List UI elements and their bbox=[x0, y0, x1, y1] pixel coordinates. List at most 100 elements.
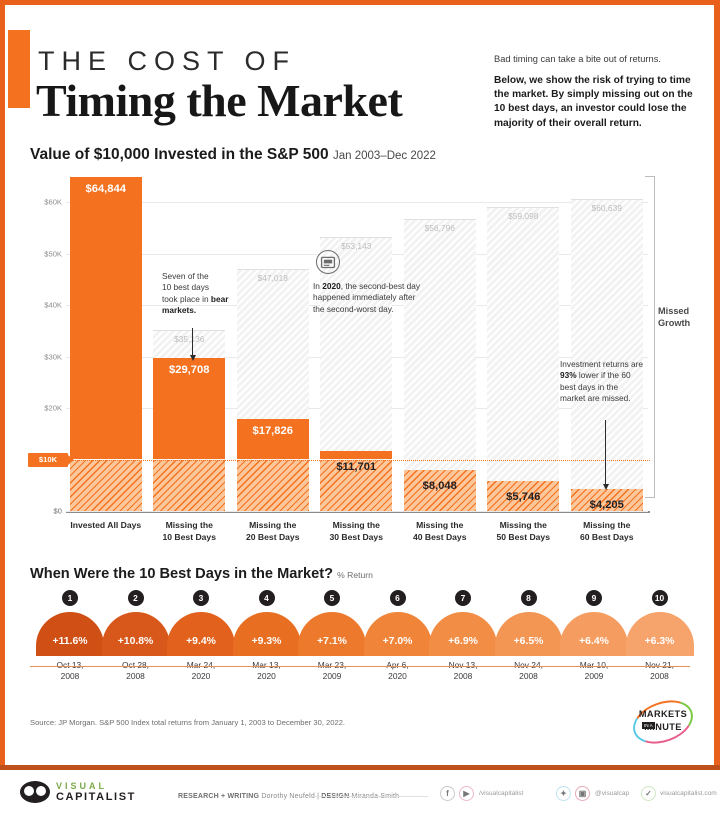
chart-title: Value of $10,000 Invested in the S&P 500… bbox=[30, 146, 436, 164]
bar-category-label: Missing the 60 Best Days bbox=[564, 520, 650, 543]
best-day-date: Mar 23, 2009 bbox=[317, 660, 347, 681]
best-day-return: +9.4% bbox=[186, 636, 216, 647]
bar-hatched bbox=[153, 459, 226, 511]
best-day-dome: +7.0% bbox=[363, 612, 432, 656]
best-day-rank-badge: 2 bbox=[127, 590, 144, 606]
annotation-bear-bold: bear markets. bbox=[162, 293, 229, 316]
annotation-93-pre: Investment returns are bbox=[560, 359, 644, 369]
best-days-title-text: When Were the 10 Best Days in the Market… bbox=[30, 566, 334, 582]
best-day-dome: +6.3% bbox=[625, 612, 694, 656]
best-day-rank-badge: 3 bbox=[193, 590, 209, 606]
bar-solid bbox=[69, 177, 142, 460]
annotation-2020-pre: In bbox=[313, 281, 323, 291]
bar-category-line1: Missing the bbox=[165, 520, 213, 530]
best-day-date: Mar 24, 2020 bbox=[186, 660, 216, 681]
logo-line2: MINUTE bbox=[644, 722, 682, 732]
best-day-return: +11.6% bbox=[52, 636, 88, 647]
bar-hatched bbox=[570, 489, 643, 511]
best-day-return: +7.1% bbox=[317, 636, 347, 647]
intro-body: Below, we show the risk of trying to tim… bbox=[494, 75, 693, 129]
page-title: Timing the Market bbox=[36, 75, 403, 126]
bar-solid bbox=[236, 419, 309, 460]
y-axis-tick: $60K bbox=[44, 197, 62, 207]
bar-hatched bbox=[236, 459, 309, 511]
left-border bbox=[0, 0, 5, 770]
title-accent-bar bbox=[8, 30, 30, 108]
best-day-rank-badge: 9 bbox=[586, 590, 602, 606]
handle-visualcapitalist[interactable]: /visualcapitalist bbox=[479, 790, 524, 797]
instagram-icon[interactable]: ▣ bbox=[575, 786, 590, 801]
chart-section: Value of $10,000 Invested in the S&P 500… bbox=[0, 138, 720, 558]
twitter-icon[interactable]: ✦ bbox=[556, 786, 571, 801]
bar-value-label: $8,048 bbox=[422, 479, 457, 492]
best-day-rank-badge: 6 bbox=[389, 590, 406, 606]
best-day-date: Nov 24, 2008 bbox=[514, 660, 543, 681]
intro-block: Bad timing can take a bite out of return… bbox=[494, 53, 699, 131]
best-day-date: Oct 28, 2008 bbox=[122, 660, 149, 681]
intro-lead: Bad timing can take a bite out of return… bbox=[494, 54, 661, 64]
y-axis-tick-zero: $0 bbox=[53, 506, 62, 516]
markets-in-a-minute-logo: MARKETS MINUTE IN A bbox=[627, 692, 699, 752]
best-day-date: Oct 13, 2008 bbox=[56, 660, 84, 681]
best-day-return: +6.4% bbox=[579, 636, 609, 647]
bar-category-line1: Missing the bbox=[332, 520, 380, 530]
source-note: Source: JP Morgan. S&P 500 Index total r… bbox=[30, 718, 346, 727]
footer: VISUAL CAPITALIST RESEARCH + WRITING Dor… bbox=[0, 772, 720, 817]
y-axis-tick: $20K bbox=[44, 403, 62, 413]
footer-divider bbox=[0, 765, 720, 770]
best-day-rank-badge: 10 bbox=[651, 590, 668, 606]
bar-category-label: Missing the 20 Best Days bbox=[230, 520, 316, 543]
annotation-bear-arrow bbox=[189, 328, 196, 361]
credit-research-label: RESEARCH + WRITING bbox=[178, 793, 260, 800]
best-day-rank-badge: 8 bbox=[520, 590, 537, 606]
bar-chart-plot: $0 $20K $30K $40K $50K $60K $64,844 Invested Al… bbox=[0, 138, 720, 558]
handle-website[interactable]: visualcapitalist.com bbox=[660, 790, 717, 797]
bar-hatched bbox=[320, 459, 393, 511]
best-days-title: When Were the 10 Best Days in the Market… bbox=[30, 566, 373, 582]
header: THE COST OF Timing the Market Bad timing… bbox=[0, 18, 720, 131]
best-day-dome: +9.4% bbox=[167, 612, 235, 656]
ghost-bar bbox=[570, 198, 643, 511]
chart-title-text: Value of $10,000 Invested in the S&P 500 bbox=[30, 146, 329, 163]
ghost-bar bbox=[487, 206, 560, 511]
top-border bbox=[0, 0, 720, 5]
best-day-return: +6.3% bbox=[644, 636, 675, 647]
best-days-subtitle: % Return bbox=[337, 570, 373, 580]
bar-value-label: $64,844 bbox=[85, 183, 126, 196]
y-axis-tick: $30K bbox=[44, 352, 62, 361]
best-day-return: +6.9% bbox=[448, 636, 478, 647]
bar-category-line1: Missing the bbox=[499, 520, 547, 530]
ghost-bar bbox=[403, 218, 476, 511]
handle-visualcap[interactable]: @visualcap bbox=[595, 790, 630, 797]
ghost-bar-label: $47,018 bbox=[257, 272, 288, 283]
best-day-rank-badge: 5 bbox=[324, 590, 340, 606]
bar-hatched bbox=[69, 459, 142, 511]
bar-hatched bbox=[487, 481, 560, 511]
annotation-bear-text: Seven of the 10 best days took place in bbox=[162, 271, 210, 304]
ghost-bar-label: $60,639 bbox=[591, 202, 622, 213]
annotation-bear-markets: Seven of the 10 best days took place in … bbox=[162, 271, 236, 317]
gridline bbox=[66, 202, 648, 203]
best-day-date: Mar 13, 2020 bbox=[252, 660, 281, 681]
reference-badge-10k: $10K bbox=[28, 452, 74, 467]
facebook-icon[interactable]: f bbox=[440, 786, 455, 801]
brand-bottom: CAPITALIST bbox=[56, 791, 136, 803]
right-border bbox=[714, 0, 720, 770]
news-icon bbox=[316, 250, 340, 274]
best-day-return: +7.0% bbox=[382, 636, 413, 647]
bar-category-line2: 50 Best Days bbox=[496, 531, 550, 542]
ghost-bar-label: $56,796 bbox=[424, 222, 455, 233]
footer-rule-left bbox=[310, 796, 428, 797]
bar-category-line2: 10 Best Days bbox=[162, 531, 216, 542]
website-icon[interactable]: ✓ bbox=[641, 786, 656, 801]
ghost-bar-label: $59,098 bbox=[508, 210, 539, 221]
best-day-date: Apr 6, 2020 bbox=[386, 660, 409, 681]
best-day-rank-badge: 1 bbox=[62, 590, 78, 606]
bar-category-label: Invested All Days bbox=[63, 520, 149, 532]
best-day-dome: +9.3% bbox=[232, 612, 301, 656]
annotation-2020-post: , the second-best day happened immediate… bbox=[313, 281, 421, 314]
youtube-icon[interactable]: ▶ bbox=[459, 786, 474, 801]
bar-category-label: Missing the 30 Best Days bbox=[313, 520, 399, 543]
y-axis-tick: $50K bbox=[44, 249, 62, 258]
